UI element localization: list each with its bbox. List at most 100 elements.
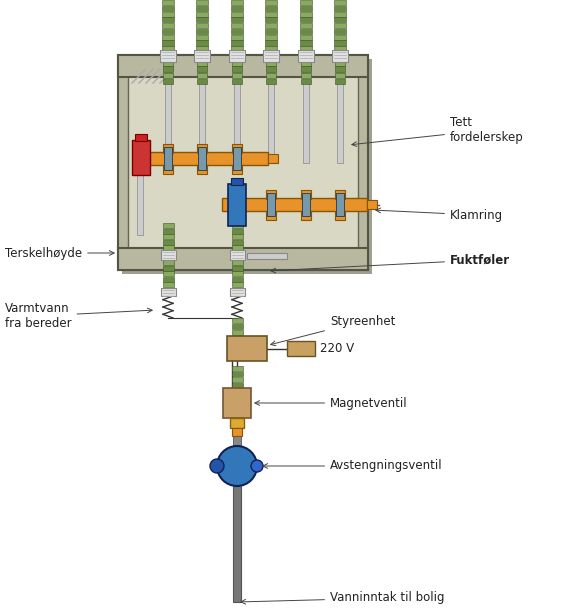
Bar: [300, 17, 312, 23]
Bar: [197, 144, 207, 153]
Bar: [334, 47, 346, 51]
Bar: [267, 193, 275, 216]
Bar: [232, 271, 243, 276]
Bar: [163, 144, 173, 153]
Bar: [162, 0, 174, 5]
Bar: [196, 47, 208, 51]
Bar: [298, 50, 314, 62]
Bar: [163, 245, 174, 250]
Bar: [302, 193, 310, 216]
Bar: [301, 211, 311, 220]
Bar: [232, 79, 242, 84]
Bar: [162, 17, 174, 23]
Bar: [163, 79, 173, 84]
Bar: [232, 377, 243, 382]
Bar: [162, 12, 174, 17]
Bar: [197, 60, 207, 65]
Text: Fuktføler: Fuktføler: [271, 253, 510, 273]
Bar: [231, 35, 243, 40]
Bar: [232, 260, 243, 265]
Bar: [234, 83, 240, 163]
Bar: [163, 260, 174, 265]
Bar: [231, 17, 243, 23]
Bar: [233, 147, 241, 170]
Text: Tett
fordelerskep: Tett fordelerskep: [352, 116, 524, 146]
Bar: [162, 40, 174, 45]
Bar: [137, 175, 143, 235]
Bar: [301, 79, 311, 84]
Bar: [163, 277, 174, 282]
Bar: [300, 35, 312, 40]
Bar: [232, 324, 243, 329]
Bar: [301, 72, 311, 78]
Bar: [335, 60, 345, 65]
Bar: [128, 65, 358, 260]
Bar: [232, 266, 243, 271]
Bar: [332, 50, 348, 62]
Bar: [199, 83, 205, 163]
Bar: [265, 17, 277, 23]
Bar: [300, 40, 312, 45]
Bar: [233, 486, 241, 602]
Bar: [231, 40, 243, 45]
Bar: [334, 40, 346, 45]
Bar: [232, 144, 242, 153]
Bar: [196, 17, 208, 23]
Bar: [164, 147, 172, 170]
Bar: [300, 0, 312, 5]
Bar: [163, 66, 173, 72]
Bar: [160, 288, 175, 296]
Bar: [232, 318, 243, 323]
Bar: [233, 436, 241, 446]
Bar: [367, 200, 377, 209]
Bar: [163, 165, 173, 174]
Bar: [266, 60, 276, 65]
Text: Styreenhet: Styreenhet: [271, 315, 395, 346]
Bar: [230, 418, 244, 428]
Bar: [231, 23, 243, 28]
Bar: [265, 12, 277, 17]
Bar: [118, 55, 368, 270]
Bar: [196, 0, 208, 5]
Bar: [337, 83, 343, 163]
Bar: [265, 6, 277, 11]
Bar: [266, 66, 276, 72]
Bar: [196, 6, 208, 11]
Bar: [300, 12, 312, 17]
Bar: [118, 55, 368, 77]
Bar: [334, 0, 346, 5]
Bar: [196, 40, 208, 45]
Bar: [300, 23, 312, 28]
Bar: [335, 66, 345, 72]
Bar: [265, 0, 277, 5]
Bar: [334, 17, 346, 23]
Bar: [232, 66, 242, 72]
Bar: [233, 193, 241, 216]
Bar: [232, 229, 243, 234]
Bar: [335, 211, 345, 220]
Bar: [232, 366, 243, 371]
Bar: [266, 190, 276, 199]
Bar: [232, 240, 243, 245]
Bar: [232, 223, 243, 228]
Bar: [334, 35, 346, 40]
Bar: [227, 336, 267, 361]
Bar: [196, 35, 208, 40]
Bar: [197, 66, 207, 72]
Bar: [223, 388, 251, 418]
Circle shape: [210, 459, 224, 473]
Bar: [197, 72, 207, 78]
Bar: [265, 35, 277, 40]
Bar: [300, 29, 312, 34]
Bar: [122, 59, 372, 274]
Bar: [196, 12, 208, 17]
Bar: [266, 211, 276, 220]
Bar: [194, 50, 210, 62]
Bar: [263, 50, 279, 62]
Bar: [162, 47, 174, 51]
Bar: [163, 271, 174, 276]
Bar: [334, 23, 346, 28]
Bar: [232, 382, 243, 387]
Bar: [334, 12, 346, 17]
Bar: [231, 29, 243, 34]
